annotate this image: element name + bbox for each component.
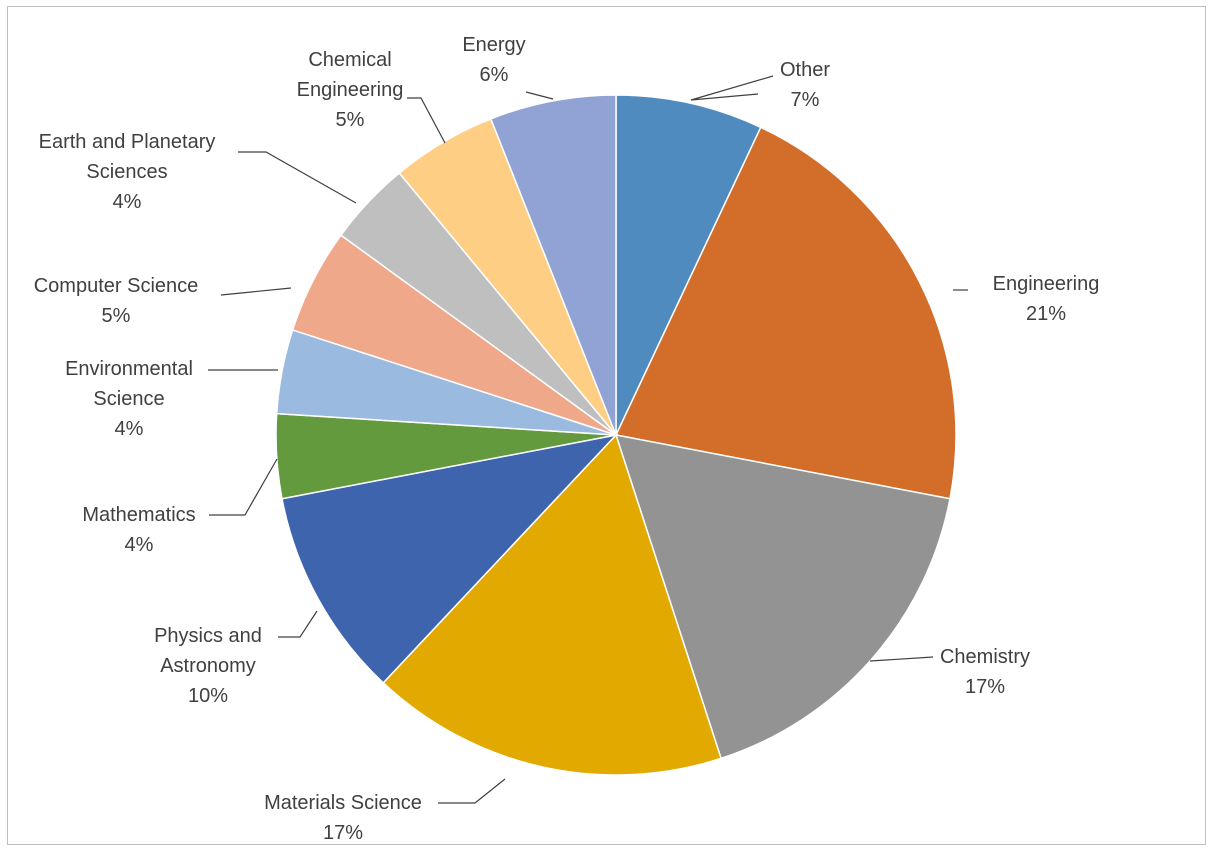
leader-line-chemical-engineering: [407, 97, 446, 144]
data-label-category: Energy: [462, 34, 525, 56]
data-label-value: 21%: [1026, 303, 1066, 325]
pie-chart: Other 7%Engineering 21%Chemistry 17%Materia…: [34, 34, 1100, 844]
data-label-value: 17%: [323, 822, 363, 844]
data-label-value: 5%: [102, 305, 131, 327]
data-label-other: Other 7%: [780, 59, 830, 111]
leader-lines-layer: [208, 75, 968, 804]
data-label-category: Materials Science: [264, 792, 422, 814]
leader-line-chemistry: [869, 656, 934, 662]
chart-frame: Other 7% Engineering 21% Chemistry 17% Materia…: [7, 6, 1206, 845]
data-label-value: 17%: [965, 676, 1005, 698]
data-labels-layer: Other 7%Engineering 21%Chemistry 17%Materia…: [34, 34, 1100, 844]
data-label-physics-and-astronomy: Physics and Astronomy 10%: [154, 625, 262, 707]
pie-slice-chemistry: [614, 434, 951, 760]
data-label-energy: Energy 6%: [462, 34, 525, 86]
data-label-value: 6%: [480, 64, 509, 86]
pie-slice-energy: [489, 94, 617, 436]
data-label-category: Chemical: [308, 49, 391, 71]
data-label-environmental-science: Environmental Science 4%: [65, 358, 193, 440]
leader-line-materials-science: [438, 778, 506, 804]
leader-line-mathematics: [209, 458, 278, 516]
pie-slice-engineering: [614, 126, 957, 500]
data-label-engineering: Engineering 21%: [993, 273, 1100, 325]
data-label-value: 4%: [113, 191, 142, 213]
data-label-value: 5%: [336, 109, 365, 131]
data-label-mathematics: Mathematics 4%: [82, 504, 195, 556]
data-label-value: 10%: [188, 685, 228, 707]
data-label-chemical-engineering: Chemical Engineering 5%: [297, 49, 404, 131]
data-label-computer-science: Computer Science 5%: [34, 275, 199, 327]
data-label-category: Mathematics: [82, 504, 195, 526]
data-label-value: 7%: [791, 89, 820, 111]
data-label-category: Engineering: [297, 79, 404, 101]
data-label-category: Other: [780, 59, 830, 81]
data-label-chemistry: Chemistry 17%: [940, 646, 1030, 698]
data-label-value: 4%: [125, 534, 154, 556]
leader-line-computer-science: [220, 287, 292, 296]
data-label-materials-science: Materials Science 17%: [264, 792, 422, 844]
data-label-category: Sciences: [86, 161, 167, 183]
data-label-category: Earth and Planetary: [39, 131, 216, 153]
data-label-earth-and-planetary-sciences: Earth and Planetary Sciences 4%: [39, 131, 216, 213]
leader-line-other: [690, 75, 774, 101]
data-label-category: Chemistry: [940, 646, 1030, 668]
leader-line-physics-and-astronomy: [278, 610, 318, 638]
leader-line-earth-and-planetary-sciences: [238, 151, 357, 204]
data-label-value: 4%: [115, 418, 144, 440]
pie-slice-other: [615, 94, 762, 436]
data-label-category: Astronomy: [160, 655, 256, 677]
data-label-category: Physics and: [154, 625, 262, 647]
slices-layer: [275, 94, 957, 776]
data-label-category: Computer Science: [34, 275, 199, 297]
data-label-category: Engineering: [993, 273, 1100, 295]
data-label-category: Environmental: [65, 358, 193, 380]
pie-slice-physics-and-astronomy: [281, 433, 619, 684]
leader-line-energy: [525, 91, 554, 100]
data-label-category: Science: [93, 388, 164, 410]
pie-slice-materials-science: [382, 433, 723, 776]
